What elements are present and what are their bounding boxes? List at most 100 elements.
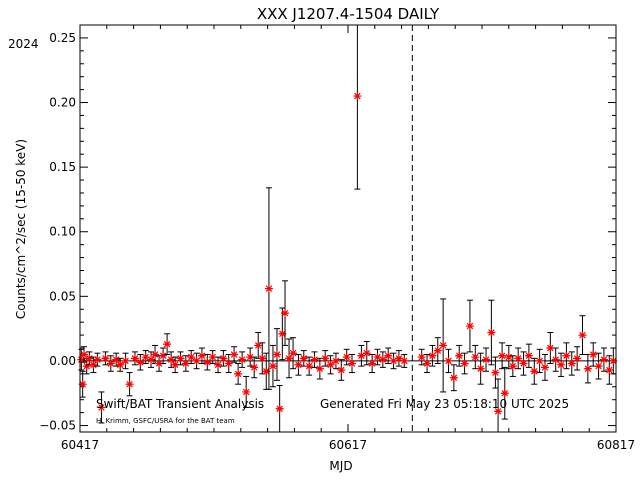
x-tick-label: 60817 (597, 438, 635, 452)
chart-title: XXX J1207.4-1504 DAILY (257, 5, 440, 23)
plot-frame (79, 24, 617, 433)
data-point-marker (285, 354, 294, 363)
data-point-marker (250, 363, 259, 372)
data-point-marker (494, 407, 503, 416)
data-point-marker (433, 346, 442, 355)
data-point-marker (455, 351, 464, 360)
data-point-marker (97, 403, 106, 412)
y-axis-label: Counts/cm^2/sec (15-50 keV) (14, 139, 28, 319)
data-point-marker (93, 355, 102, 364)
data-point-marker (417, 353, 426, 362)
y-tick-label: 0.15 (49, 160, 76, 174)
data-point-marker (562, 351, 571, 360)
y-tick-label: 0.05 (49, 289, 76, 303)
data-point-marker (439, 341, 448, 350)
x-axis-label: MJD (329, 459, 352, 473)
data-point-marker (151, 350, 160, 359)
data-point-marker (491, 368, 500, 377)
data-point-marker (268, 362, 277, 371)
data-point-marker (192, 356, 201, 365)
data-point-marker (234, 369, 243, 378)
data-point-marker (449, 373, 458, 382)
y-tick-label: 0.10 (49, 225, 76, 239)
data-point-marker (444, 356, 453, 365)
data-point-marker (321, 354, 330, 363)
data-point-marker (400, 356, 409, 365)
data-point-marker (482, 355, 491, 364)
data-point-marker (384, 351, 393, 360)
data-point-marker (394, 354, 403, 363)
data-point-marker (353, 92, 362, 101)
data-point-marker (500, 389, 509, 398)
data-point-marker (116, 360, 125, 369)
data-point-marker (208, 353, 217, 362)
footer-left-text: Swift/BAT Transient Analysis (96, 397, 264, 411)
x-tick-label: 60417 (61, 438, 99, 452)
data-point-marker (460, 359, 469, 368)
data-point-marker (89, 360, 98, 369)
data-point-marker (238, 355, 247, 364)
data-point-marker (275, 404, 284, 413)
data-point-marker (155, 359, 164, 368)
data-point-marker (219, 354, 228, 363)
data-point-marker (264, 284, 273, 293)
data-point-marker (389, 356, 398, 365)
y-tick-label: 0.20 (49, 96, 76, 110)
data-point-marker (476, 364, 485, 373)
data-point-marker (176, 354, 185, 363)
data-point-marker (342, 353, 351, 362)
data-point-marker (141, 353, 150, 362)
data-point-marker (368, 359, 377, 368)
data-point-marker (203, 358, 212, 367)
data-point-marker (163, 340, 172, 349)
data-point-marker (599, 355, 608, 364)
data-point-marker (289, 349, 298, 358)
data-point-marker (551, 355, 560, 364)
data-point-marker (362, 349, 371, 358)
data-point-marker (130, 354, 139, 363)
data-point-marker (583, 364, 592, 373)
data-point-marker (171, 360, 180, 369)
data-point-marker (535, 356, 544, 365)
data-point-marker (85, 354, 94, 363)
data-point-marker (530, 367, 539, 376)
data-point-marker (337, 365, 346, 374)
data-point-marker (230, 350, 239, 359)
data-point-marker (242, 387, 251, 396)
data-point-marker (519, 359, 528, 368)
data-point-marker (167, 355, 176, 364)
data-point-marker (272, 350, 281, 359)
data-point-marker (514, 354, 523, 363)
data-point-marker (112, 355, 121, 364)
data-point-marker (498, 351, 507, 360)
footer-right-text: Generated Fri May 23 05:18:10 UTC 2025 (320, 397, 569, 411)
data-point-marker (331, 356, 340, 365)
data-point-marker (101, 354, 110, 363)
year-label: 2024 (8, 37, 39, 51)
data-point-marker (540, 363, 549, 372)
data-point-marker (557, 360, 566, 369)
data-point-marker (258, 354, 267, 363)
plot-marks: −0.05 0.00 0.05 0.10 0.15 0.20 0.25 60417 60617 6… (39, 25, 635, 452)
data-point-marker (121, 356, 130, 365)
data-point-marker (254, 341, 263, 350)
data-point-marker (315, 364, 324, 373)
data-point-marker (224, 359, 233, 368)
data-point-marker (594, 362, 603, 371)
data-point-marker (423, 359, 432, 368)
data-point-marker (378, 355, 387, 364)
x-tick-label: 60617 (329, 438, 367, 452)
data-point-marker (373, 353, 382, 362)
data-point-marker (136, 358, 145, 367)
data-point-marker (125, 380, 134, 389)
data-point-marker (310, 355, 319, 364)
data-point-marker (348, 359, 357, 368)
data-point-marker (106, 359, 115, 368)
data-point-marker (299, 354, 308, 363)
data-point-marker (278, 329, 287, 338)
data-point-marker (78, 380, 87, 389)
data-point-marker (181, 359, 190, 368)
data-point-marker (294, 360, 303, 369)
data-point-marker (465, 322, 474, 331)
